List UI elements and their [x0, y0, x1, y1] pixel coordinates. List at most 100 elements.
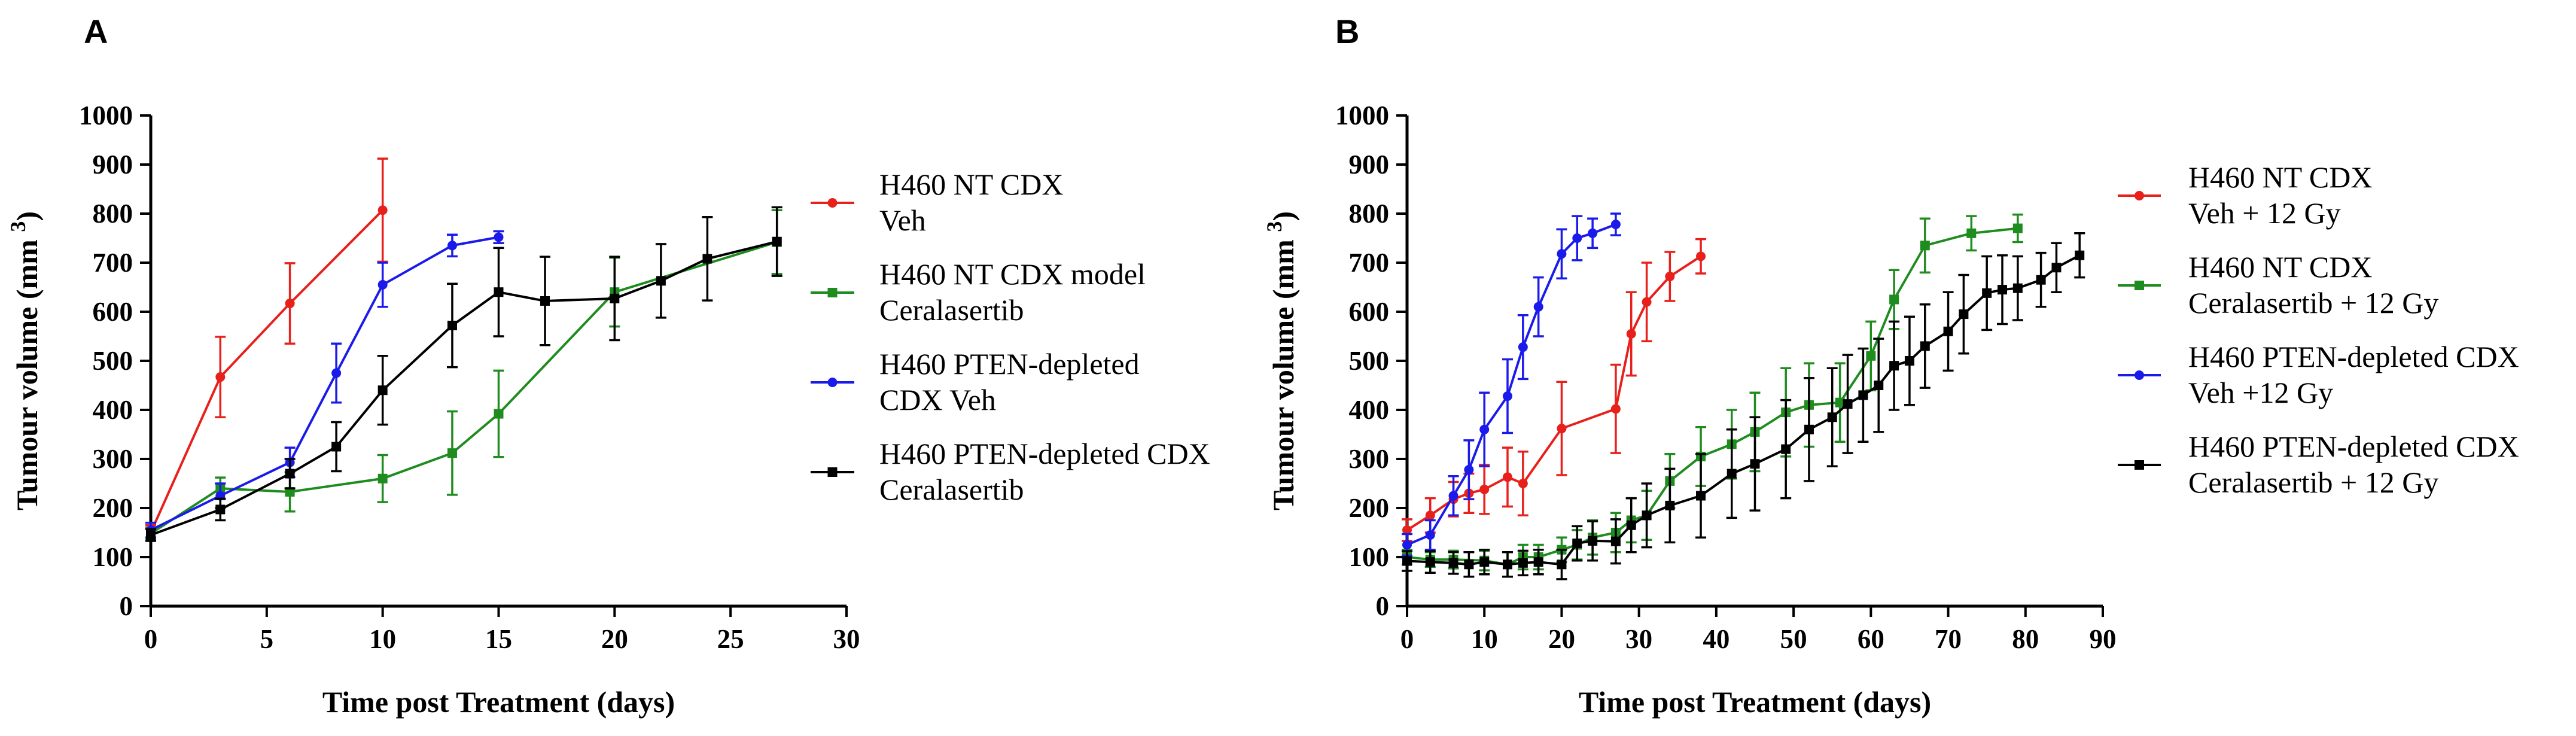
y-tick-label: 400	[1349, 395, 1390, 425]
data-point	[1533, 557, 1543, 567]
y-axis-title-main: Tumour volume (mm	[10, 232, 44, 510]
data-point	[1572, 233, 1582, 243]
y-tick-label: 100	[93, 542, 133, 572]
y-tick-label: 0	[120, 591, 133, 621]
data-point	[494, 232, 504, 242]
panel-label: A	[84, 13, 108, 50]
y-tick-label: 100	[1349, 542, 1390, 572]
data-point	[1610, 536, 1621, 546]
data-point	[447, 448, 457, 458]
x-tick-label: 70	[1935, 624, 1962, 654]
data-point	[1943, 326, 1953, 336]
data-point	[2012, 283, 2023, 293]
data-point	[377, 205, 388, 215]
series-3	[1402, 212, 1621, 557]
panel-b: B 0 100 200 300 400 500 600 700 800 900 1000 0 10 20 30…	[1262, 13, 2519, 719]
series-3	[145, 230, 504, 539]
data-point	[494, 287, 504, 297]
series-line	[1406, 223, 1616, 546]
data-point	[285, 469, 295, 479]
data-point	[1959, 309, 1969, 320]
data-point	[1518, 342, 1528, 352]
y-tick-label: 1000	[79, 101, 133, 130]
legend-label: CDX Veh	[879, 383, 996, 416]
x-tick-label: 60	[1858, 624, 1884, 654]
data-point	[1696, 251, 1706, 261]
series-line	[150, 241, 778, 535]
x-tick-label: 90	[2090, 624, 2117, 654]
y-axis-title-close: )	[1266, 211, 1300, 221]
data-point	[1572, 539, 1582, 549]
x-tick-label: 50	[1780, 624, 1807, 654]
data-point	[702, 254, 712, 264]
legend-label: H460 NT CDX	[2188, 160, 2372, 194]
legend-label: H460 PTEN-depleted	[879, 347, 1140, 381]
data-point	[377, 385, 388, 396]
y-tick-label: 300	[93, 444, 133, 474]
y-tick-label: 800	[1349, 199, 1390, 229]
y-tick-label: 200	[1349, 493, 1390, 523]
legend-label: Ceralasertib	[879, 293, 1024, 327]
data-point	[1874, 381, 1884, 390]
series-line	[150, 240, 778, 536]
data-point	[1557, 249, 1567, 259]
data-point	[1464, 465, 1474, 475]
y-tick-label: 700	[1349, 248, 1390, 278]
data-point	[1518, 479, 1528, 488]
series-line	[150, 209, 384, 533]
data-point	[772, 236, 782, 247]
data-point	[1502, 559, 1512, 570]
y-axis-title-close: )	[10, 211, 44, 221]
series-2	[1402, 213, 2023, 578]
data-point	[1402, 556, 1412, 566]
data-point	[215, 372, 226, 382]
data-point	[1588, 228, 1598, 238]
data-point	[1479, 424, 1490, 434]
y-tick-label: 800	[93, 199, 133, 229]
legend-label: H460 PTEN-depleted CDX	[879, 437, 1210, 470]
x-tick-label: 10	[369, 624, 396, 654]
data-point	[1642, 510, 1652, 521]
data-point	[331, 368, 342, 378]
series-4	[1402, 232, 2085, 580]
data-point	[1610, 404, 1621, 414]
data-point	[285, 299, 295, 309]
legend-label: H460 NT CDX	[879, 168, 1063, 201]
legend-label: H460 PTEN-depleted CDX	[2188, 340, 2519, 373]
data-point	[1696, 491, 1706, 501]
y-tick-label: 900	[93, 150, 133, 180]
data-point	[447, 320, 457, 330]
x-tick-label: 80	[2012, 624, 2039, 654]
data-point	[1626, 329, 1636, 339]
data-point	[1402, 525, 1412, 535]
data-point	[1781, 444, 1791, 454]
data-point	[1557, 424, 1567, 434]
legend-label: H460 NT CDX	[2188, 250, 2372, 284]
legend-label: H460 PTEN-depleted CDX	[2188, 430, 2519, 463]
y-axis-title-main: Tumour volume (mm	[1266, 232, 1300, 510]
x-tick-label: 20	[601, 624, 628, 654]
legend-swatch-marker	[2135, 370, 2144, 380]
y-tick-label: 400	[93, 395, 133, 425]
series-line	[1406, 255, 1702, 531]
x-axis-title: Time post Treatment (days)	[1579, 685, 1931, 719]
legend-swatch-marker	[827, 378, 838, 387]
data-point	[1665, 500, 1675, 510]
legend-label: Veh	[879, 203, 926, 237]
y-axis-title-sup: 3	[1262, 221, 1286, 232]
data-point	[1502, 472, 1512, 482]
y-tick-label: 0	[1376, 591, 1390, 621]
legend-swatch-marker	[827, 288, 838, 297]
data-point	[1750, 459, 1760, 469]
y-tick-label: 500	[1349, 346, 1390, 376]
data-point	[1588, 536, 1598, 546]
y-tick-label: 300	[1349, 444, 1390, 474]
data-point	[1835, 397, 1845, 407]
data-point	[377, 279, 388, 290]
